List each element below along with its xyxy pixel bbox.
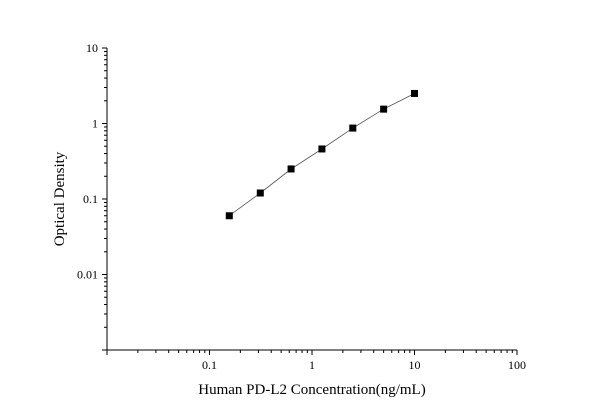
y-tick-labels: 0.01 0.1 1 10 — [77, 41, 98, 282]
y-tick-label: 0.01 — [77, 268, 98, 282]
data-point — [380, 105, 388, 113]
y-tick-label: 10 — [86, 41, 98, 55]
x-tick-labels: 0.1 1 10 100 — [202, 358, 526, 372]
y-tick-label: 1 — [92, 117, 98, 131]
y-tick-label: 0.1 — [83, 192, 98, 206]
data-point — [318, 145, 326, 153]
x-axis-title: Human PD-L2 Concentration(ng/mL) — [198, 382, 425, 398]
x-tick-label: 100 — [508, 358, 526, 372]
x-tick-label: 10 — [409, 358, 421, 372]
data-point — [349, 124, 357, 132]
x-tick-label: 0.1 — [202, 358, 217, 372]
x-tick-label: 1 — [309, 358, 315, 372]
data-point — [256, 189, 264, 197]
y-axis-title: Optical Density — [52, 151, 68, 246]
data-points — [225, 89, 418, 220]
data-point — [225, 212, 233, 220]
tick-marks — [102, 47, 518, 355]
axes — [106, 48, 517, 351]
data-point — [287, 165, 295, 173]
data-point — [411, 89, 418, 97]
